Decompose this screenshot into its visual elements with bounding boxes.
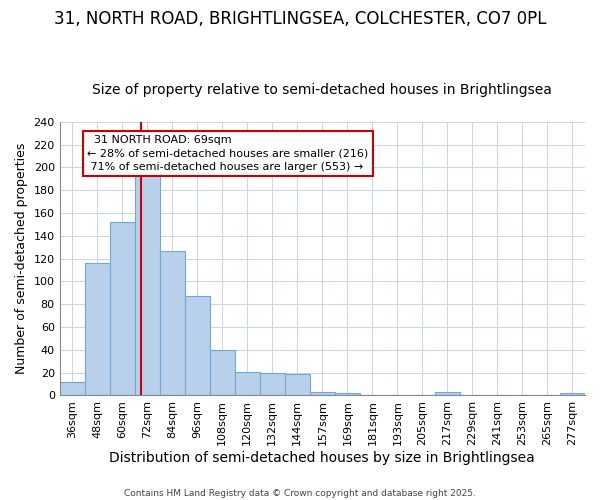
Bar (235, 372, 260, 396)
Title: Size of property relative to semi-detached houses in Brightlingsea: Size of property relative to semi-detach… (92, 83, 552, 97)
Bar (560, 393, 585, 396)
Bar (285, 374, 310, 396)
Bar (185, 296, 210, 396)
Bar (310, 392, 335, 396)
Bar (85, 263, 110, 396)
X-axis label: Distribution of semi-detached houses by size in Brightlingsea: Distribution of semi-detached houses by … (109, 451, 535, 465)
Text: Contains HM Land Registry data © Crown copyright and database right 2025.: Contains HM Land Registry data © Crown c… (124, 488, 476, 498)
Bar (210, 350, 235, 396)
Bar (135, 166, 160, 396)
Bar (335, 393, 360, 396)
Bar (59, 382, 85, 396)
Bar (110, 222, 135, 396)
Text: 31, NORTH ROAD, BRIGHTLINGSEA, COLCHESTER, CO7 0PL: 31, NORTH ROAD, BRIGHTLINGSEA, COLCHESTE… (54, 10, 546, 28)
Text: 31 NORTH ROAD: 69sqm  
← 28% of semi-detached houses are smaller (216)
 71% of s: 31 NORTH ROAD: 69sqm ← 28% of semi-detac… (87, 136, 368, 172)
Bar (435, 392, 460, 396)
Y-axis label: Number of semi-detached properties: Number of semi-detached properties (15, 143, 28, 374)
Bar (160, 250, 185, 396)
Bar (260, 372, 285, 396)
